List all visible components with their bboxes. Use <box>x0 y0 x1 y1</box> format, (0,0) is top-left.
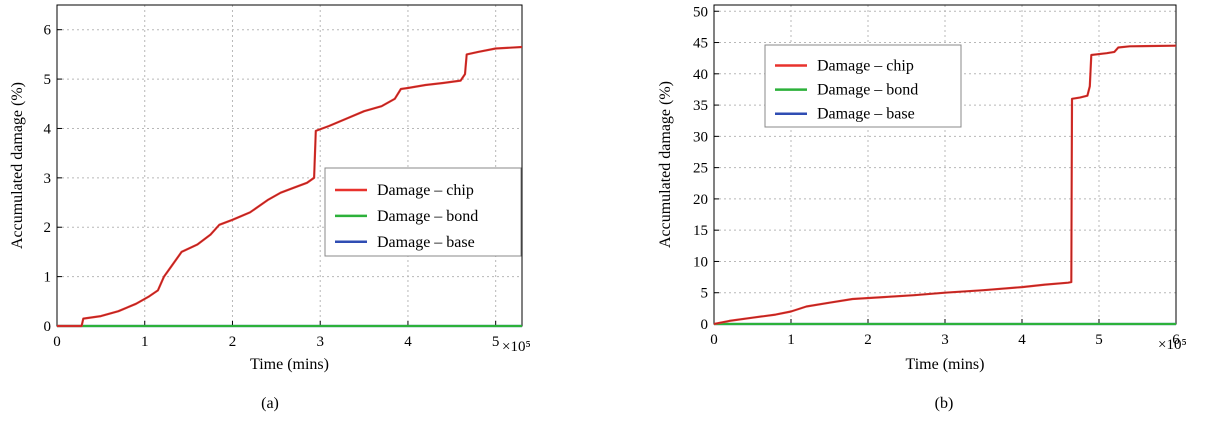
series-line-chip-edge <box>713 45 1177 325</box>
y-tick-label: 3 <box>44 171 52 187</box>
y-tick-label: 15 <box>693 223 708 239</box>
y-tick-label: 25 <box>693 161 708 177</box>
legend-entry: Damage – bond <box>377 208 478 225</box>
figure-caption: (b) <box>935 395 954 412</box>
x-tick-label: 6 <box>1172 332 1180 348</box>
x-tick-label: 2 <box>864 332 872 348</box>
y-tick-label: 45 <box>693 36 708 52</box>
x-tick-label: 4 <box>1018 332 1026 348</box>
y-tick-label: 0 <box>44 319 52 335</box>
x-axis-label: Time (mins) <box>906 356 985 373</box>
x-tick-label: 1 <box>141 334 149 350</box>
x-tick-label: 3 <box>316 334 324 350</box>
x-axis-label: Time (mins) <box>250 356 329 373</box>
x-tick-label: 0 <box>53 334 61 350</box>
legend-entry: Damage – bond <box>817 82 918 99</box>
y-tick-label: 6 <box>44 23 52 39</box>
y-tick-label: 50 <box>693 4 708 20</box>
x-tick-label: 0 <box>710 332 718 348</box>
x-tick-label: 2 <box>229 334 237 350</box>
y-tick-label: 30 <box>693 129 708 145</box>
y-tick-label: 4 <box>44 121 52 137</box>
legend-entry: Damage – base <box>817 106 915 123</box>
legend: Damage – chip Damage – bond Damage – base <box>324 167 522 257</box>
y-tick-label: 0 <box>701 317 709 333</box>
y-tick-label: 20 <box>693 192 708 208</box>
y-tick-label: 10 <box>693 254 708 270</box>
x-tick-label: 5 <box>492 334 500 350</box>
chart-a: 0 1 2 3 4 5 0 1 2 3 4 5 6 ×10⁵ Time (mins) Accumulated … <box>9 4 531 412</box>
x-tick-label: 5 <box>1095 332 1103 348</box>
figure-caption: (a) <box>261 395 279 412</box>
x-axis-multiplier: ×10⁵ <box>502 339 531 355</box>
x-tick-label: 1 <box>787 332 795 348</box>
y-tick-label: 5 <box>701 286 709 302</box>
y-tick-label: 1 <box>44 270 52 286</box>
x-axis-multiplier: ×10⁵ <box>1158 337 1187 353</box>
legend-entry: Damage – chip <box>817 58 914 75</box>
series-line-chip-edge <box>57 46 523 327</box>
legend-entry: Damage – chip <box>377 182 474 199</box>
y-tick-label: 5 <box>44 72 52 88</box>
y-axis-label: Accumulated damage (%) <box>9 82 26 249</box>
x-tick-label: 4 <box>404 334 412 350</box>
y-tick-label: 35 <box>693 98 708 114</box>
x-tick-label: 3 <box>941 332 949 348</box>
plot-frame <box>56 4 523 327</box>
y-tick-label: 40 <box>693 67 708 83</box>
y-axis-label: Accumulated damage (%) <box>657 81 674 248</box>
legend: Damage – chip Damage – bond Damage – base <box>764 44 962 128</box>
y-tick-label: 2 <box>44 220 52 236</box>
legend-entry: Damage – base <box>377 234 475 251</box>
